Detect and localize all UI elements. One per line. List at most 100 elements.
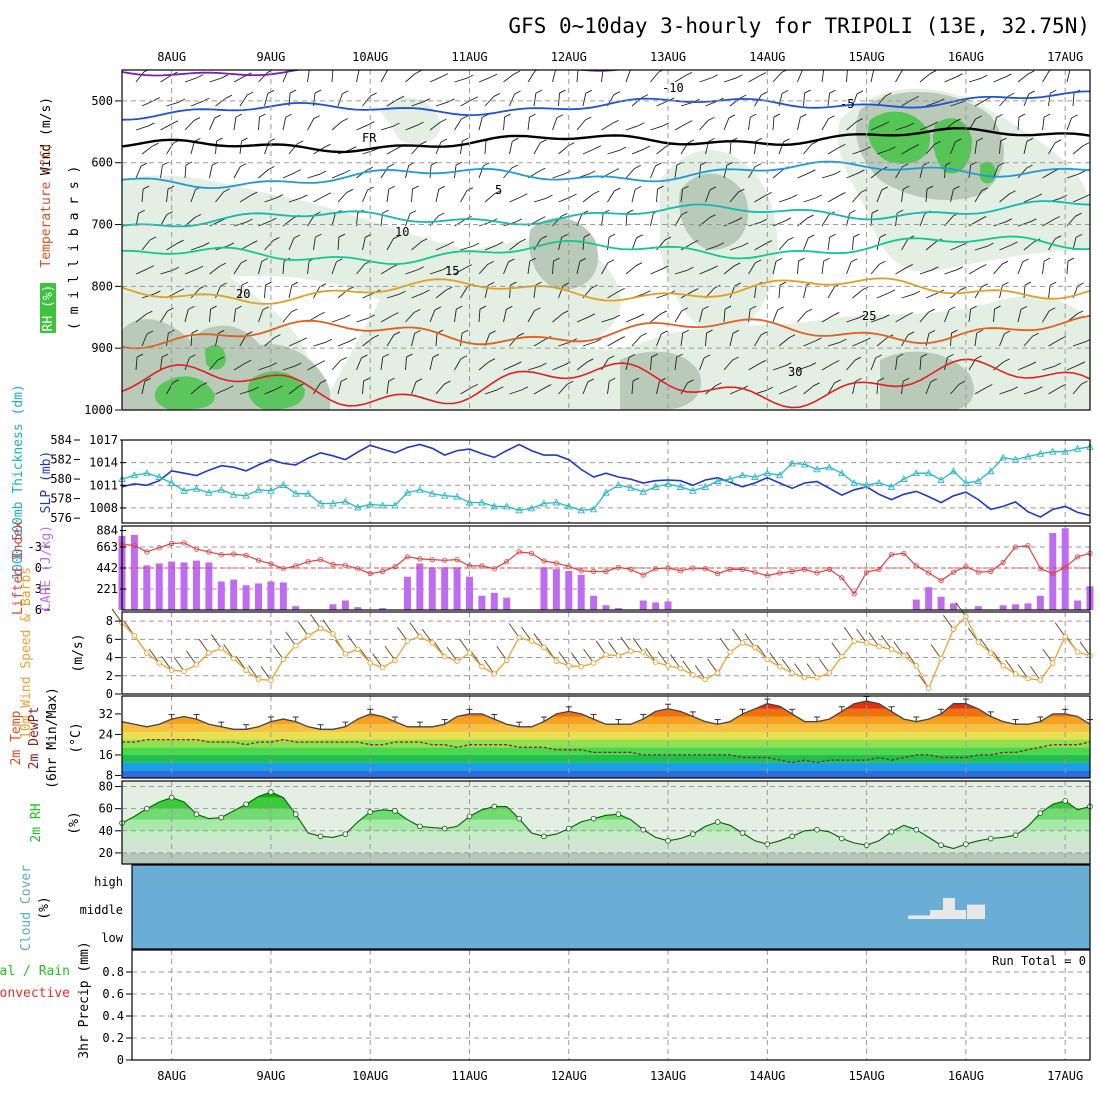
wind-barb-flag [664,236,672,241]
wind-barb-flag [717,242,724,247]
wind-barb-staff [558,93,560,107]
wind-barb-flag [594,145,602,150]
tick-label: 580 [50,472,72,486]
wind10-barb [868,632,880,647]
cape-bar [912,599,920,610]
wind-barb-staff [870,169,882,179]
isotherm-line [122,315,1090,350]
wind-barb-staff [846,172,859,179]
wind-barb-flag [1003,358,1010,363]
tick-label: 4 [106,651,113,665]
wind10-barb [794,663,805,678]
tick-label: 1017 [89,433,118,447]
wind-barb-staff [258,117,260,131]
li-marker [516,549,522,555]
wind-barb-staff [558,383,568,395]
wind10-barb [955,602,967,617]
wind-barb-staff [215,191,225,203]
wind-barb-flag [1032,332,1039,337]
wind-barb-flag [406,353,413,358]
top-date-label: 16AUG [948,50,984,64]
wind-barb-flag [877,377,885,382]
wind-barb-flag [490,73,498,78]
wind-barb-flag [342,90,349,95]
li-marker [305,559,311,565]
rh-band [122,819,1090,831]
li-marker [206,549,212,555]
isotherm-label: 15 [445,264,459,278]
wind-barb-staff [821,315,834,323]
wind10-marker [665,663,671,669]
wind-barb-staff [993,309,995,323]
wind10-barb [223,644,235,659]
wind-barb-flag [1050,89,1057,94]
wind-barb-flag [862,286,869,291]
wind-barb-flag [906,264,913,268]
wind-barb-flag [295,362,302,367]
wind-barb-staff [827,341,841,347]
wind-barb-flag [987,242,994,247]
cape-bar [614,608,622,610]
thickness-marker [788,459,796,467]
wind-barb-staff [190,189,196,203]
wind-barb-flag [1002,281,1009,286]
wind-barb-staff [478,117,483,131]
thickness-marker [354,503,362,511]
wind-barb-staff [674,357,678,371]
isotherm-label: 30 [788,365,802,379]
tick-label: -3 [28,540,42,554]
wind-barb-staff [576,261,581,275]
temp-band [122,754,1090,763]
wind-barb-staff [919,269,933,275]
wind-barb-flag [608,355,615,360]
wind-barb-flag [1009,190,1016,195]
wind10-barb [744,633,756,648]
rh2m-marker [466,813,473,820]
wind-barb-staff [925,189,928,203]
wind-barb-flag [361,354,368,359]
wind10-marker [292,642,299,649]
wind-barb-flag [579,257,587,262]
wind-barb-staff [876,189,883,203]
wind-barb-staff [288,197,302,203]
wind-barb-staff [1092,69,1093,82]
wind-barb-staff [821,261,825,275]
rh2m-marker [317,833,324,840]
temp-band [122,708,1090,717]
li-marker [454,556,460,563]
wind-barb-staff [778,239,788,251]
wind-barb-staff [876,237,881,251]
thickness-marker [639,487,647,495]
wind-barb-staff [239,285,243,299]
thickness-marker [341,497,350,505]
wind-barb-flag [325,338,333,343]
wind-barb-flag [1004,330,1011,335]
wind-barb-staff [895,70,903,83]
dewpt2m-label: 2m DewPt [27,707,42,770]
wind-barb-flag [506,305,513,310]
wind-barb-staff [723,309,726,323]
cape-bar [664,601,672,610]
thickness-marker [490,502,499,510]
wind-barb-staff [1042,261,1045,275]
wind-barb-flag [858,314,866,319]
wind-barb-flag [1028,90,1036,95]
wind-barb-staff [846,121,857,131]
rh-grey-patch-6 [880,351,974,410]
wind-barb-staff [944,309,950,323]
wind-barb-flag [883,314,890,319]
cape-bar [577,574,585,610]
wind-barb-flag [515,218,523,223]
wind-barb-staff [282,365,296,371]
wind-barb-staff [803,237,809,251]
wind10-barb [1017,664,1029,679]
wind-barb-flag [252,386,259,391]
wind10-barb [421,628,433,644]
wind-barb-flag [585,116,592,121]
wind-barb-staff [356,263,366,275]
wind-barb-staff [1023,93,1030,107]
wind-barb-staff [576,361,588,371]
slp-axis: 1017 1014 1011 1008 884 [89,433,126,538]
wind-barb-flag [514,90,521,95]
wind-barb-staff [435,101,449,107]
